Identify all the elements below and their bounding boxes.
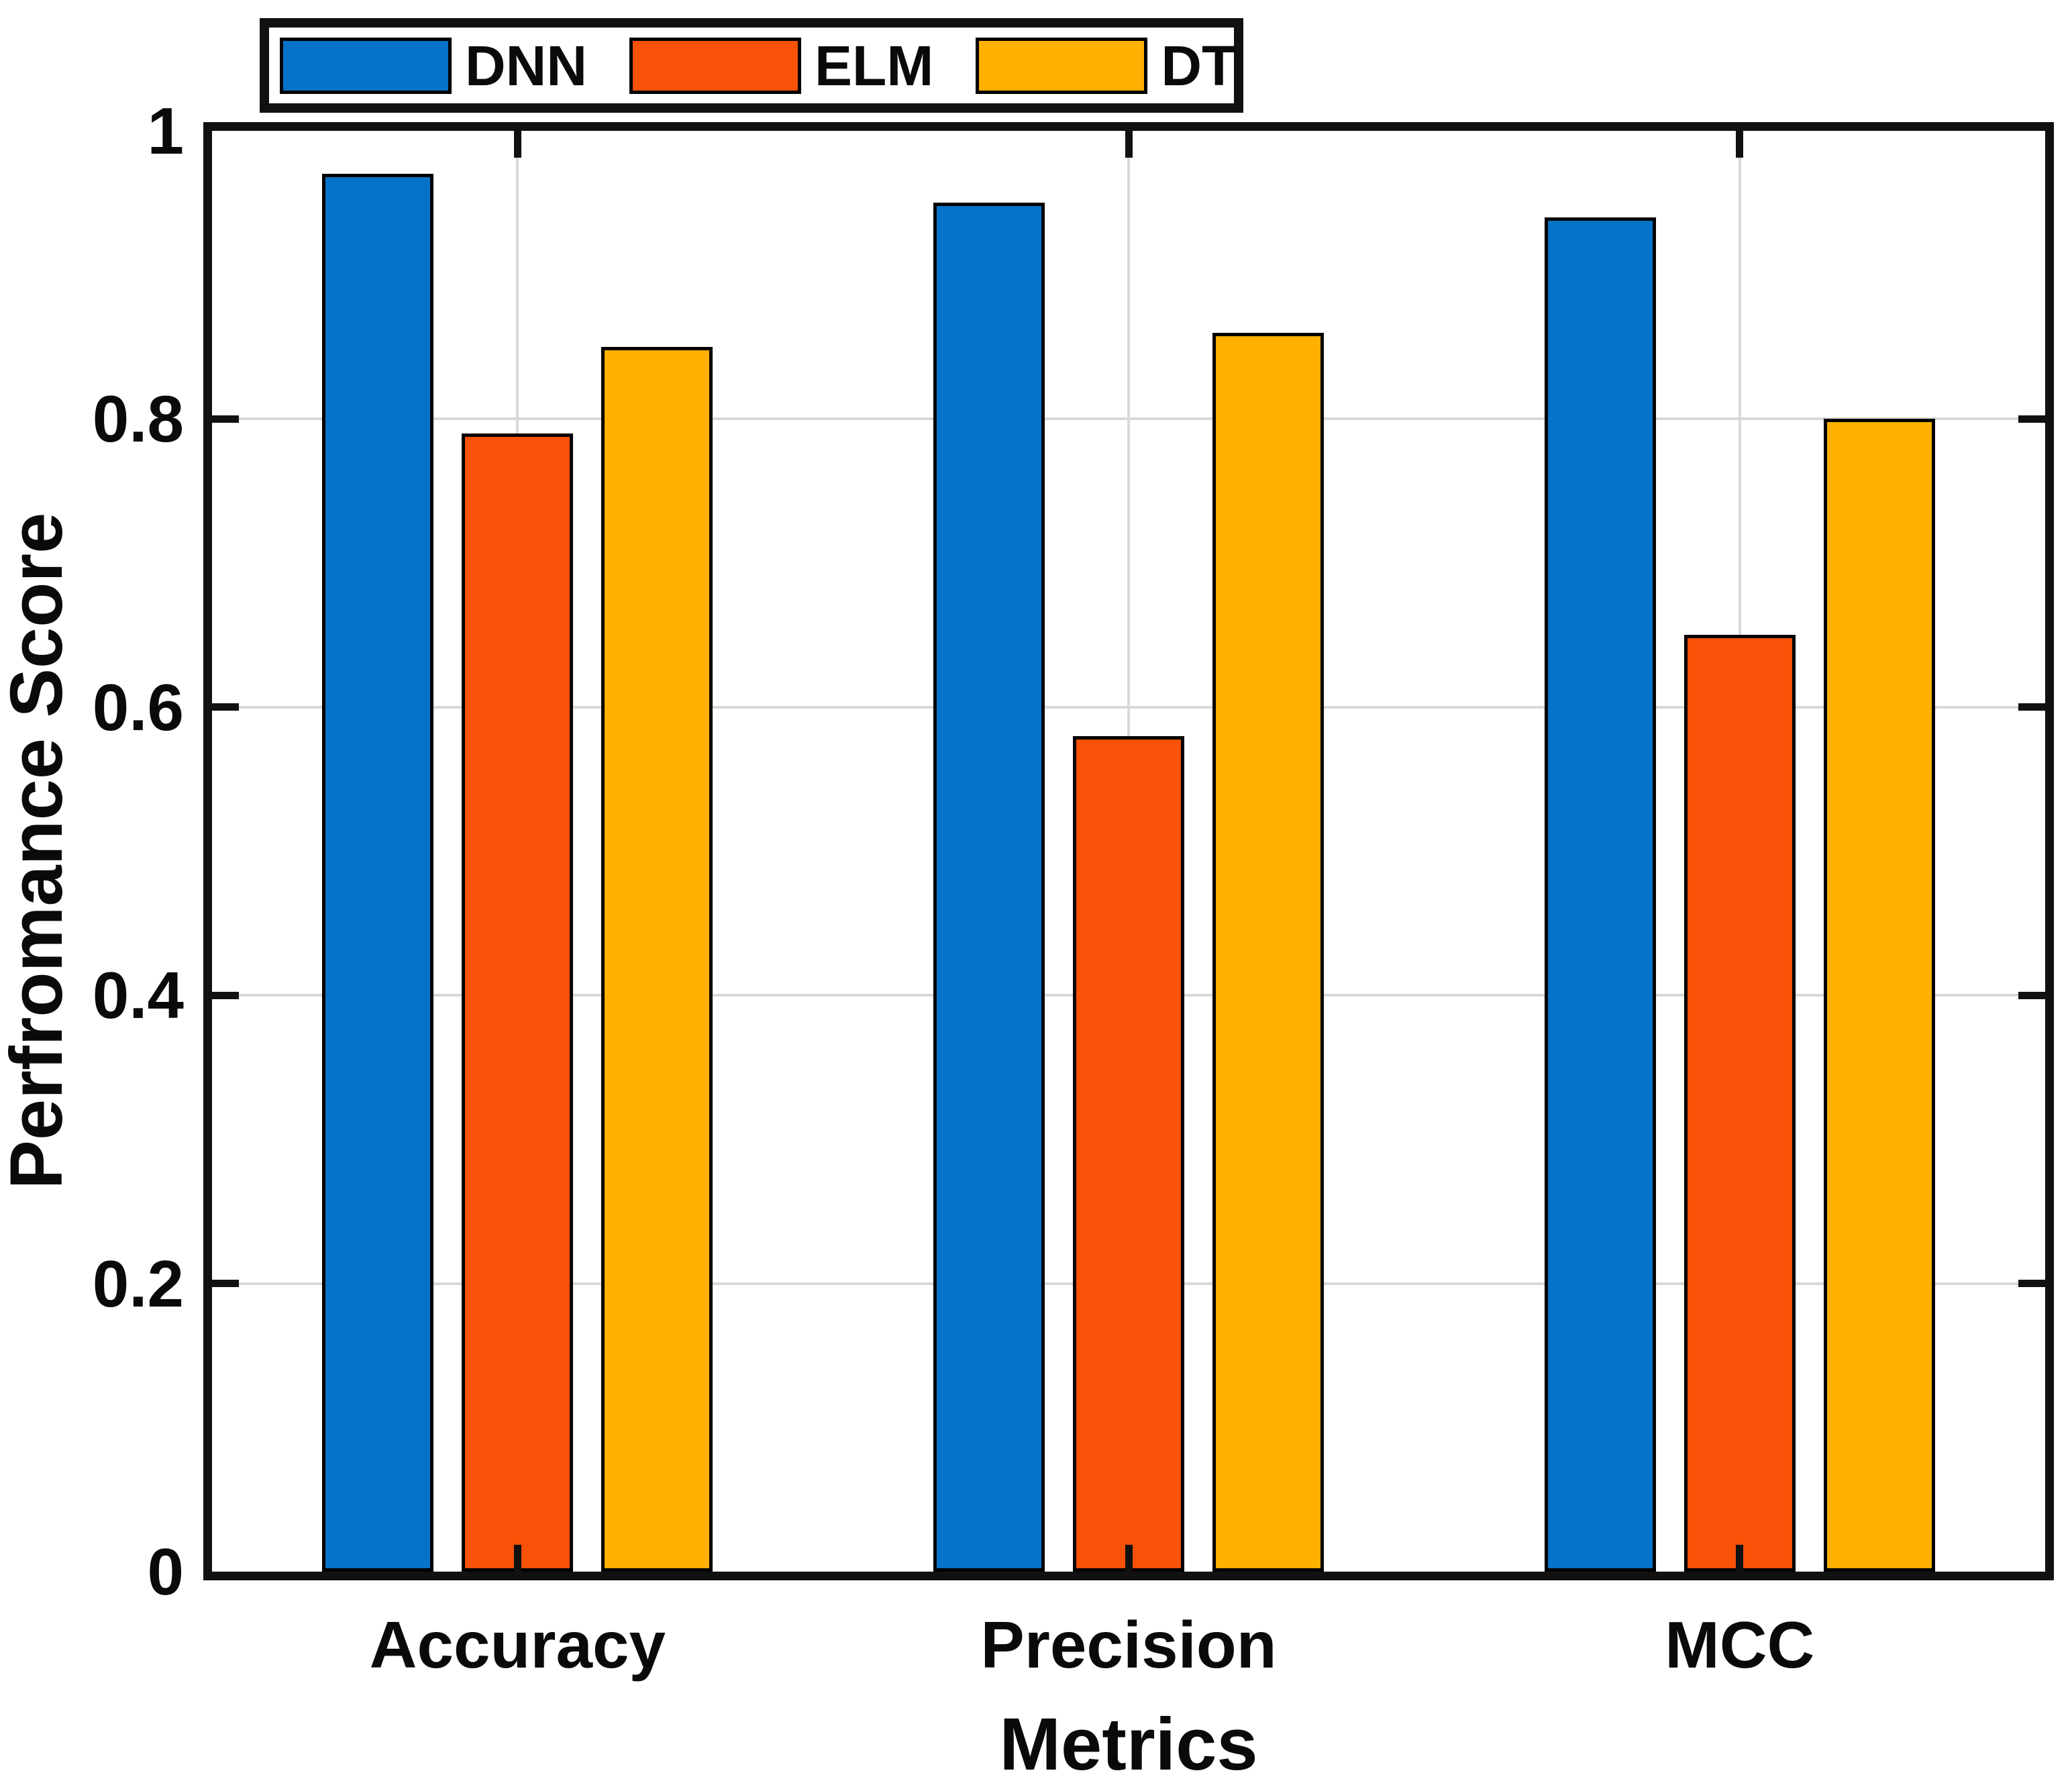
x-tick-label: Accuracy <box>369 1608 666 1682</box>
legend-item-dt: DT <box>976 34 1237 97</box>
legend-label: ELM <box>815 34 934 97</box>
y-tick-label: 0 <box>147 1535 184 1609</box>
x-tick-top <box>1125 131 1133 158</box>
bar-dt-accuracy <box>601 347 713 1572</box>
legend-item-dnn: DNN <box>280 34 587 97</box>
legend-swatch-dnn <box>280 37 452 94</box>
legend-swatch-dt <box>976 37 1148 94</box>
y-axis-title: Perfromance Score <box>0 512 78 1190</box>
y-tick-right <box>2018 415 2045 423</box>
legend-swatch-elm <box>629 37 801 94</box>
bar-elm-precision <box>1073 736 1184 1572</box>
y-tick-label: 1 <box>147 94 184 168</box>
bar-dnn-precision <box>933 203 1045 1572</box>
x-tick-bottom <box>513 1545 521 1572</box>
x-tick-top <box>1736 131 1744 158</box>
bar-dt-precision <box>1212 333 1324 1572</box>
y-tick-left <box>212 703 239 711</box>
bar-dnn-mcc <box>1545 217 1656 1572</box>
x-tick-label: MCC <box>1665 1608 1815 1682</box>
y-tick-label: 0.2 <box>92 1246 184 1321</box>
y-tick-left <box>212 1280 239 1288</box>
y-tick-right <box>2018 703 2045 711</box>
legend: DNN ELM DT <box>260 18 1243 113</box>
y-tick-left <box>212 991 239 999</box>
legend-label: DT <box>1161 34 1237 97</box>
x-tick-bottom <box>1125 1545 1133 1572</box>
y-tick-right <box>2018 991 2045 999</box>
x-tick-bottom <box>1736 1545 1744 1572</box>
y-tick-label: 0.4 <box>92 958 184 1033</box>
bar-elm-accuracy <box>462 434 573 1572</box>
y-tick-left <box>212 415 239 423</box>
x-tick-label: Precision <box>980 1608 1277 1682</box>
bar-dnn-accuracy <box>322 174 433 1572</box>
legend-item-elm: ELM <box>629 34 934 97</box>
bar-elm-mcc <box>1684 635 1796 1572</box>
x-axis-title: Metrics <box>999 1703 1258 1783</box>
legend-label: DNN <box>465 34 587 97</box>
bar-dt-mcc <box>1824 419 1935 1572</box>
y-tick-right <box>2018 1280 2045 1288</box>
y-tick-label: 0.6 <box>92 670 184 744</box>
y-tick-label: 0.8 <box>92 382 184 456</box>
x-tick-top <box>513 131 521 158</box>
